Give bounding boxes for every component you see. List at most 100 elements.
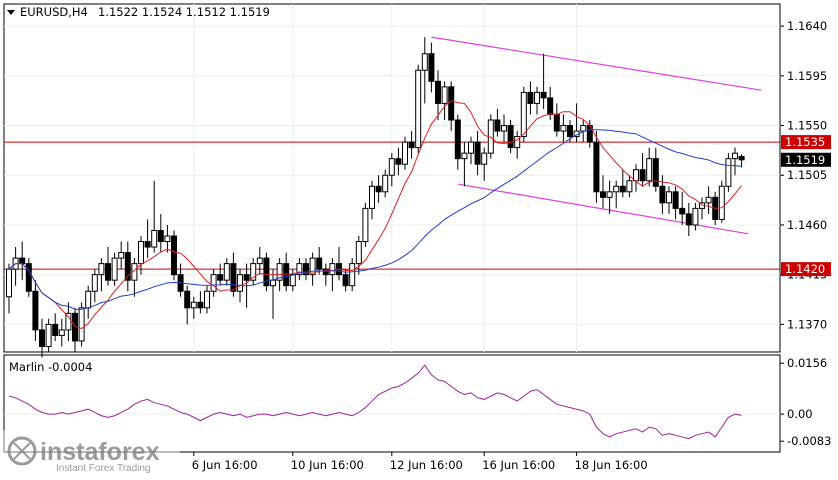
candle[interactable] xyxy=(454,114,461,170)
candle[interactable] xyxy=(685,202,692,236)
candle[interactable] xyxy=(118,241,125,270)
candle[interactable] xyxy=(263,252,270,292)
candle[interactable] xyxy=(633,164,639,192)
candle[interactable] xyxy=(164,224,171,253)
candle[interactable] xyxy=(666,186,672,214)
candle[interactable] xyxy=(157,213,164,253)
channel-upper-line[interactable] xyxy=(431,36,762,91)
candle[interactable] xyxy=(375,175,382,203)
candle[interactable] xyxy=(316,247,323,275)
candle[interactable] xyxy=(606,180,613,214)
candle[interactable] xyxy=(362,202,369,248)
candle[interactable] xyxy=(355,236,362,275)
candle[interactable] xyxy=(138,236,144,275)
candle-body xyxy=(580,125,587,132)
candle[interactable] xyxy=(388,153,395,187)
candle[interactable] xyxy=(428,42,435,93)
slow-moving-average[interactable] xyxy=(8,129,742,310)
fast-moving-average[interactable] xyxy=(8,100,742,330)
candle[interactable] xyxy=(217,263,224,286)
candle[interactable] xyxy=(692,202,699,231)
candle[interactable] xyxy=(58,318,65,347)
candle[interactable] xyxy=(547,86,554,120)
candle[interactable] xyxy=(296,258,303,281)
candle[interactable] xyxy=(421,37,428,104)
candle[interactable] xyxy=(303,258,309,281)
candle[interactable] xyxy=(593,131,600,203)
candle[interactable] xyxy=(171,230,177,281)
candle[interactable] xyxy=(369,180,375,220)
candle[interactable] xyxy=(705,186,712,214)
candle[interactable] xyxy=(514,131,521,159)
candle[interactable] xyxy=(448,81,455,132)
candle-body xyxy=(441,86,448,104)
candle[interactable] xyxy=(32,280,39,341)
candle[interactable] xyxy=(619,169,626,198)
candle[interactable] xyxy=(725,153,732,192)
candle[interactable] xyxy=(124,241,131,292)
watermark-tagline: Instant Forex Trading xyxy=(56,463,151,474)
candle[interactable] xyxy=(534,86,540,115)
candle[interactable] xyxy=(560,114,567,143)
candle[interactable] xyxy=(144,219,151,259)
candle[interactable] xyxy=(105,247,111,286)
candle[interactable] xyxy=(468,136,474,165)
candle[interactable] xyxy=(204,285,210,314)
level-price-label: 1.1535 xyxy=(785,135,825,149)
candle[interactable] xyxy=(52,313,59,341)
candle[interactable] xyxy=(520,86,527,143)
candle[interactable] xyxy=(131,258,138,297)
channel-lower-line[interactable] xyxy=(457,183,749,235)
candle[interactable] xyxy=(342,269,349,292)
candle[interactable] xyxy=(474,131,481,176)
marlin-oscillator-line[interactable] xyxy=(8,364,742,440)
candle[interactable] xyxy=(732,147,738,176)
symbol-dropdown-icon[interactable] xyxy=(7,10,15,15)
candle[interactable] xyxy=(646,147,653,187)
candle[interactable] xyxy=(415,64,422,154)
candle[interactable] xyxy=(652,147,659,192)
candle[interactable] xyxy=(91,269,98,303)
candle[interactable] xyxy=(98,258,105,292)
candle[interactable] xyxy=(639,153,646,187)
candle[interactable] xyxy=(461,142,468,187)
candle[interactable] xyxy=(626,175,633,198)
candle[interactable] xyxy=(501,114,507,143)
candle[interactable] xyxy=(210,269,217,297)
candle[interactable] xyxy=(672,186,679,220)
candle[interactable] xyxy=(382,169,389,198)
candle[interactable] xyxy=(481,147,488,181)
candle[interactable] xyxy=(507,120,514,154)
candle[interactable] xyxy=(25,258,32,297)
candle[interactable] xyxy=(223,258,230,286)
candle[interactable] xyxy=(718,180,725,223)
candle[interactable] xyxy=(190,296,197,319)
candle[interactable] xyxy=(197,291,204,314)
candle[interactable] xyxy=(184,285,191,325)
candle[interactable] xyxy=(600,175,606,209)
candle[interactable] xyxy=(65,302,72,341)
candle[interactable] xyxy=(39,318,45,358)
candle[interactable] xyxy=(527,81,534,115)
candle[interactable] xyxy=(45,318,52,352)
candle[interactable] xyxy=(679,191,686,225)
candle[interactable] xyxy=(250,258,257,286)
candle[interactable] xyxy=(329,258,336,292)
candle[interactable] xyxy=(441,81,448,120)
candle[interactable] xyxy=(309,252,316,286)
candle[interactable] xyxy=(613,180,620,209)
candle[interactable] xyxy=(395,147,402,176)
candle[interactable] xyxy=(402,136,408,170)
candle[interactable] xyxy=(289,269,296,292)
candle[interactable] xyxy=(111,252,118,286)
candle[interactable] xyxy=(322,263,329,286)
candle[interactable] xyxy=(435,70,441,120)
candle[interactable] xyxy=(256,247,263,275)
candle[interactable] xyxy=(151,180,158,253)
candle[interactable] xyxy=(349,258,356,292)
candle[interactable] xyxy=(540,53,547,109)
candle[interactable] xyxy=(408,131,415,159)
candle[interactable] xyxy=(494,108,501,137)
candle[interactable] xyxy=(738,154,745,168)
